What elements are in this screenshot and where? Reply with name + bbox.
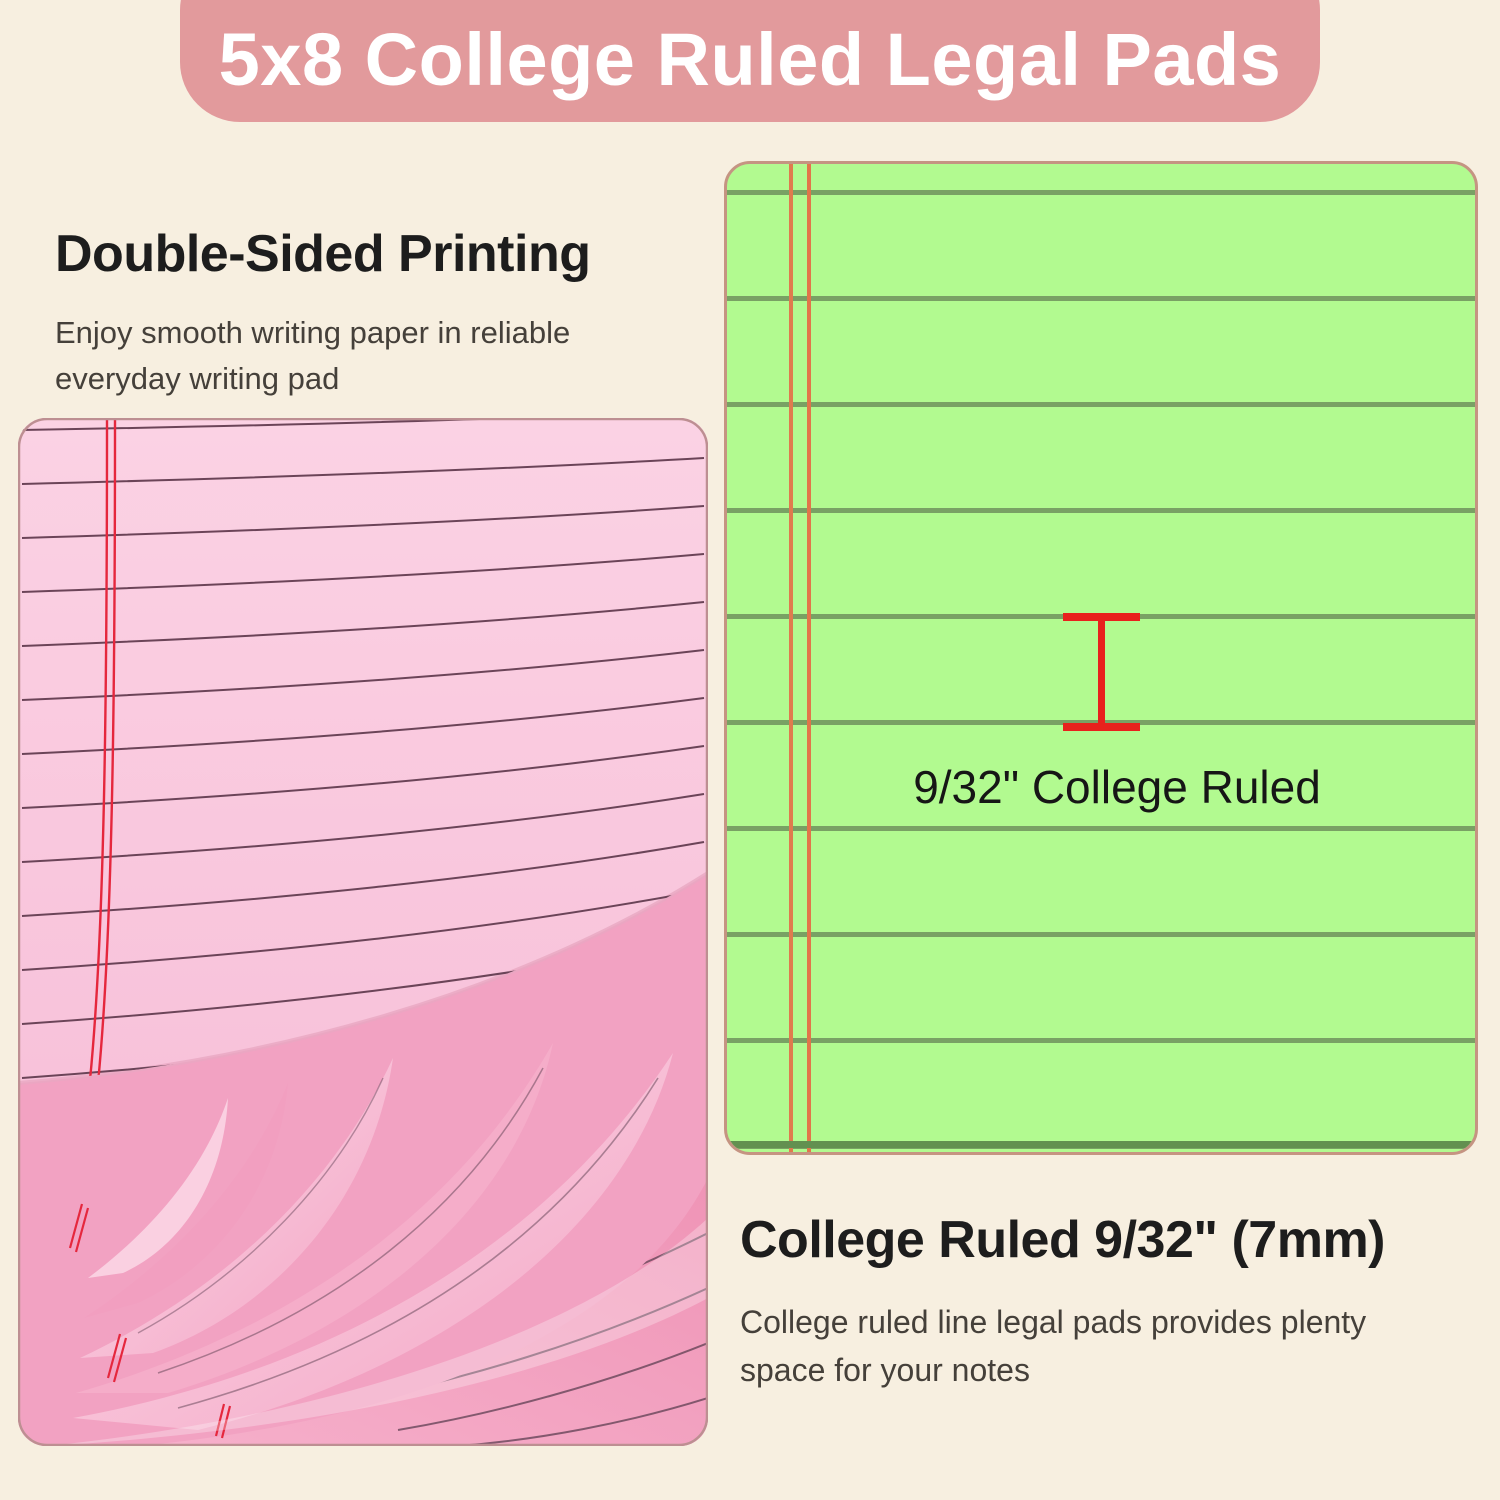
green-pad-label: 9/32" College Ruled [913, 761, 1321, 813]
feature-left-body: Enjoy smooth writing paper in reliable e… [55, 310, 655, 402]
green-pad-margin-line-right [807, 164, 811, 1152]
feature-left-block: Double-Sided Printing Enjoy smooth writi… [55, 224, 655, 402]
pink-pad-curled-pages [73, 1043, 708, 1446]
feature-right-heading: College Ruled 9/32" (7mm) [740, 1211, 1386, 1269]
green-legal-pad-graphic: 9/32" College Ruled [724, 161, 1478, 1155]
line-spacing-ruler-bottom-bar [1063, 723, 1140, 731]
feature-left-body-line1: Enjoy smooth writing paper in reliable [55, 315, 571, 350]
feature-right-block: College Ruled 9/32" (7mm) College ruled … [740, 1210, 1460, 1394]
title-banner: 5x8 College Ruled Legal Pads [180, 0, 1320, 122]
feature-left-body-line2: everyday writing pad [55, 360, 340, 396]
pink-pad-curl-margin-ticks [68, 1203, 232, 1439]
line-spacing-ruler-stem [1098, 613, 1105, 731]
green-pad-bottom-edge-line [727, 1141, 1475, 1148]
feature-right-body-line2: space for your notes [740, 1352, 1030, 1388]
feature-right-body: College ruled line legal pads provides p… [740, 1298, 1460, 1394]
pink-legal-pad-photo [18, 418, 708, 1446]
pink-pad-margin-lines [88, 418, 117, 1083]
page-title: 5x8 College Ruled Legal Pads [218, 17, 1282, 101]
pink-pad-rule-lines [21, 418, 705, 1079]
green-pad-margin-line-left [789, 164, 793, 1152]
feature-left-heading: Double-Sided Printing [55, 225, 591, 283]
feature-right-body-line1: College ruled line legal pads provides p… [740, 1304, 1367, 1340]
